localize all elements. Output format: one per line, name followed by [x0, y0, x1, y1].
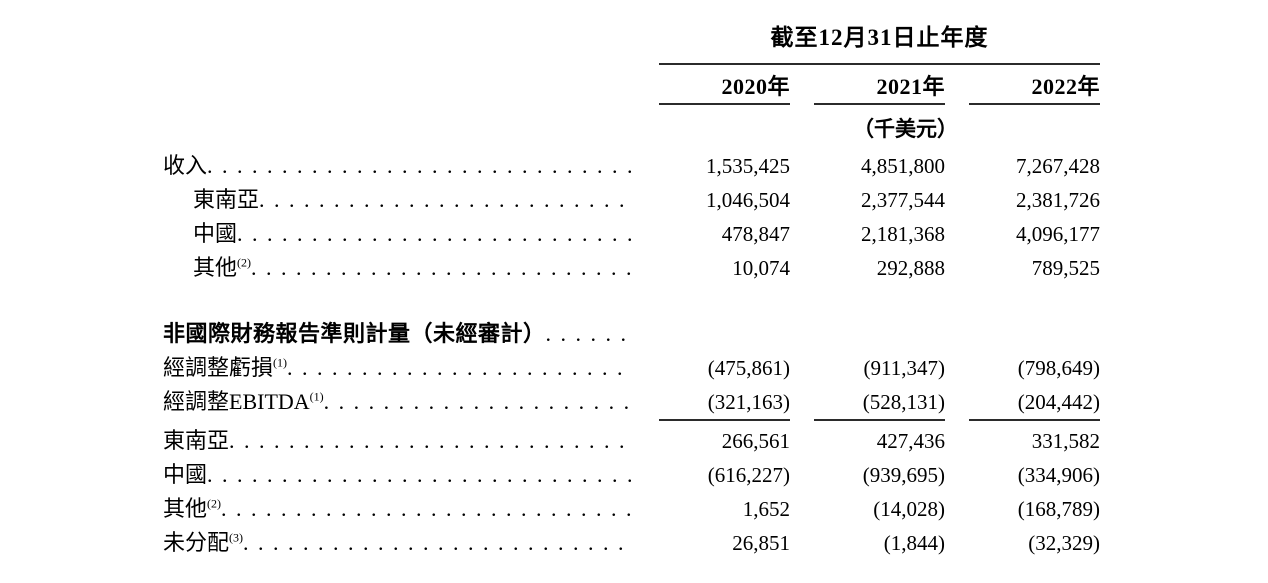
row-value: 331,582: [1031, 429, 1100, 453]
row-value: 10,074: [732, 256, 790, 280]
table-row: 未分配(3) 26,851 (1,844) (32,329): [163, 526, 1100, 560]
column-header-2022: 2022年: [969, 75, 1100, 105]
row-value: (321,163): [659, 385, 790, 421]
row-label-cell: 經調整EBITDA(1): [163, 385, 324, 419]
row-label: 東南亞: [193, 187, 260, 212]
row-label: 未分配: [163, 530, 230, 555]
row-value: (14,028): [873, 497, 945, 521]
row-label-cell: 中國: [163, 458, 207, 492]
row-label: 經調整EBITDA: [163, 389, 310, 414]
row-value: (168,789): [1017, 497, 1100, 521]
row-value: 1,535,425: [706, 154, 790, 178]
dot-leader: [237, 217, 631, 251]
row-label-cell: 經調整虧損(1): [163, 351, 287, 385]
row-value: 266,561: [721, 429, 790, 453]
row-value: (528,131): [814, 385, 945, 421]
row-label-cell: 其他(2): [163, 251, 251, 285]
dot-leader: [221, 492, 631, 526]
table-row: 收入 1,535,425 4,851,800 7,267,428: [163, 149, 1100, 183]
table-row: 中國 (616,227) (939,695) (334,906): [163, 458, 1100, 492]
dot-leader: [229, 424, 631, 458]
row-footnote-sup: (1): [309, 389, 324, 404]
dot-leader: [207, 458, 631, 492]
table-row: 東南亞 266,561 427,436 331,582: [163, 424, 1100, 458]
row-label: 中國: [193, 221, 238, 246]
row-label: 經調整虧損: [163, 355, 274, 380]
row-label-cell: 其他(2): [163, 492, 221, 526]
table-row: 非國際財務報告準則計量（未經審計）: [163, 317, 1100, 351]
column-header-2020: 2020年: [659, 75, 790, 105]
row-value: 427,436: [876, 429, 945, 453]
row-value: 2,181,368: [861, 222, 945, 246]
row-label: 東南亞: [163, 428, 230, 453]
row-label-cell: 非國際財務報告準則計量（未經審計）: [163, 317, 546, 351]
row-label: 非國際財務報告準則計量（未經審計）: [163, 321, 546, 346]
row-value: (334,906): [1017, 463, 1100, 487]
currency-unit-label: （千美元）: [853, 117, 958, 141]
row-footnote-sup: (1): [273, 355, 288, 370]
row-label-cell: 未分配(3): [163, 526, 243, 560]
row-label-cell: 東南亞: [163, 183, 259, 217]
row-value: (32,329): [1028, 531, 1100, 555]
period-header: 截至12月31日止年度: [659, 22, 1100, 65]
financial-summary-table: 截至12月31日止年度 2020年 2021年 2022年 （千美元） 收入 1…: [163, 22, 1100, 560]
row-value: 2,381,726: [1016, 188, 1100, 212]
row-value: (475,861): [707, 356, 790, 380]
table-row: 經調整EBITDA(1) (321,163) (528,131) (204,44…: [163, 385, 1100, 421]
row-value: (798,649): [1017, 356, 1100, 380]
row-value: 4,851,800: [861, 154, 945, 178]
row-label-cell: 收入: [163, 149, 207, 183]
row-value: (616,227): [707, 463, 790, 487]
dot-leader: [324, 385, 631, 419]
row-footnote-sup: (2): [207, 496, 222, 511]
row-value: (911,347): [863, 356, 945, 380]
dot-leader: [207, 149, 631, 183]
table-row: 經調整虧損(1) (475,861) (911,347) (798,649): [163, 351, 1100, 385]
year-columns-header: 2020年 2021年 2022年: [659, 75, 1100, 105]
row-label: 其他: [163, 496, 208, 521]
row-value: (939,695): [862, 463, 945, 487]
row-label: 中國: [163, 462, 208, 487]
row-label: 其他: [193, 255, 238, 280]
row-value: 26,851: [732, 531, 790, 555]
dot-leader: [251, 251, 631, 285]
row-value: 478,847: [721, 222, 790, 246]
table-rows: 收入 1,535,425 4,851,800 7,267,428 東南亞 1,0…: [163, 149, 1100, 560]
row-value: (204,442): [969, 385, 1100, 421]
column-header-2021: 2021年: [814, 75, 945, 105]
row-value: 292,888: [876, 256, 945, 280]
row-value: 2,377,544: [861, 188, 945, 212]
row-value: 1,046,504: [706, 188, 790, 212]
dot-leader: [259, 183, 631, 217]
row-footnote-sup: (3): [229, 530, 244, 545]
row-value: 789,525: [1031, 256, 1100, 280]
section-gap: [163, 285, 1100, 317]
dot-leader: [287, 351, 631, 385]
dot-leader: [243, 526, 631, 560]
table-row: 其他(2) 10,074 292,888 789,525: [163, 251, 1100, 285]
table-row: 其他(2) 1,652 (14,028) (168,789): [163, 492, 1100, 526]
row-value: (1,844): [883, 531, 945, 555]
row-value: 7,267,428: [1016, 154, 1100, 178]
dot-leader: [546, 317, 631, 351]
table-row: 中國 478,847 2,181,368 4,096,177: [163, 217, 1100, 251]
row-label-cell: 中國: [163, 217, 237, 251]
row-value: 1,652: [742, 497, 790, 521]
row-footnote-sup: (2): [237, 255, 252, 270]
row-label-cell: 東南亞: [163, 424, 229, 458]
table-row: 東南亞 1,046,504 2,377,544 2,381,726: [163, 183, 1100, 217]
row-label: 收入: [163, 153, 208, 178]
row-value: 4,096,177: [1016, 222, 1100, 246]
